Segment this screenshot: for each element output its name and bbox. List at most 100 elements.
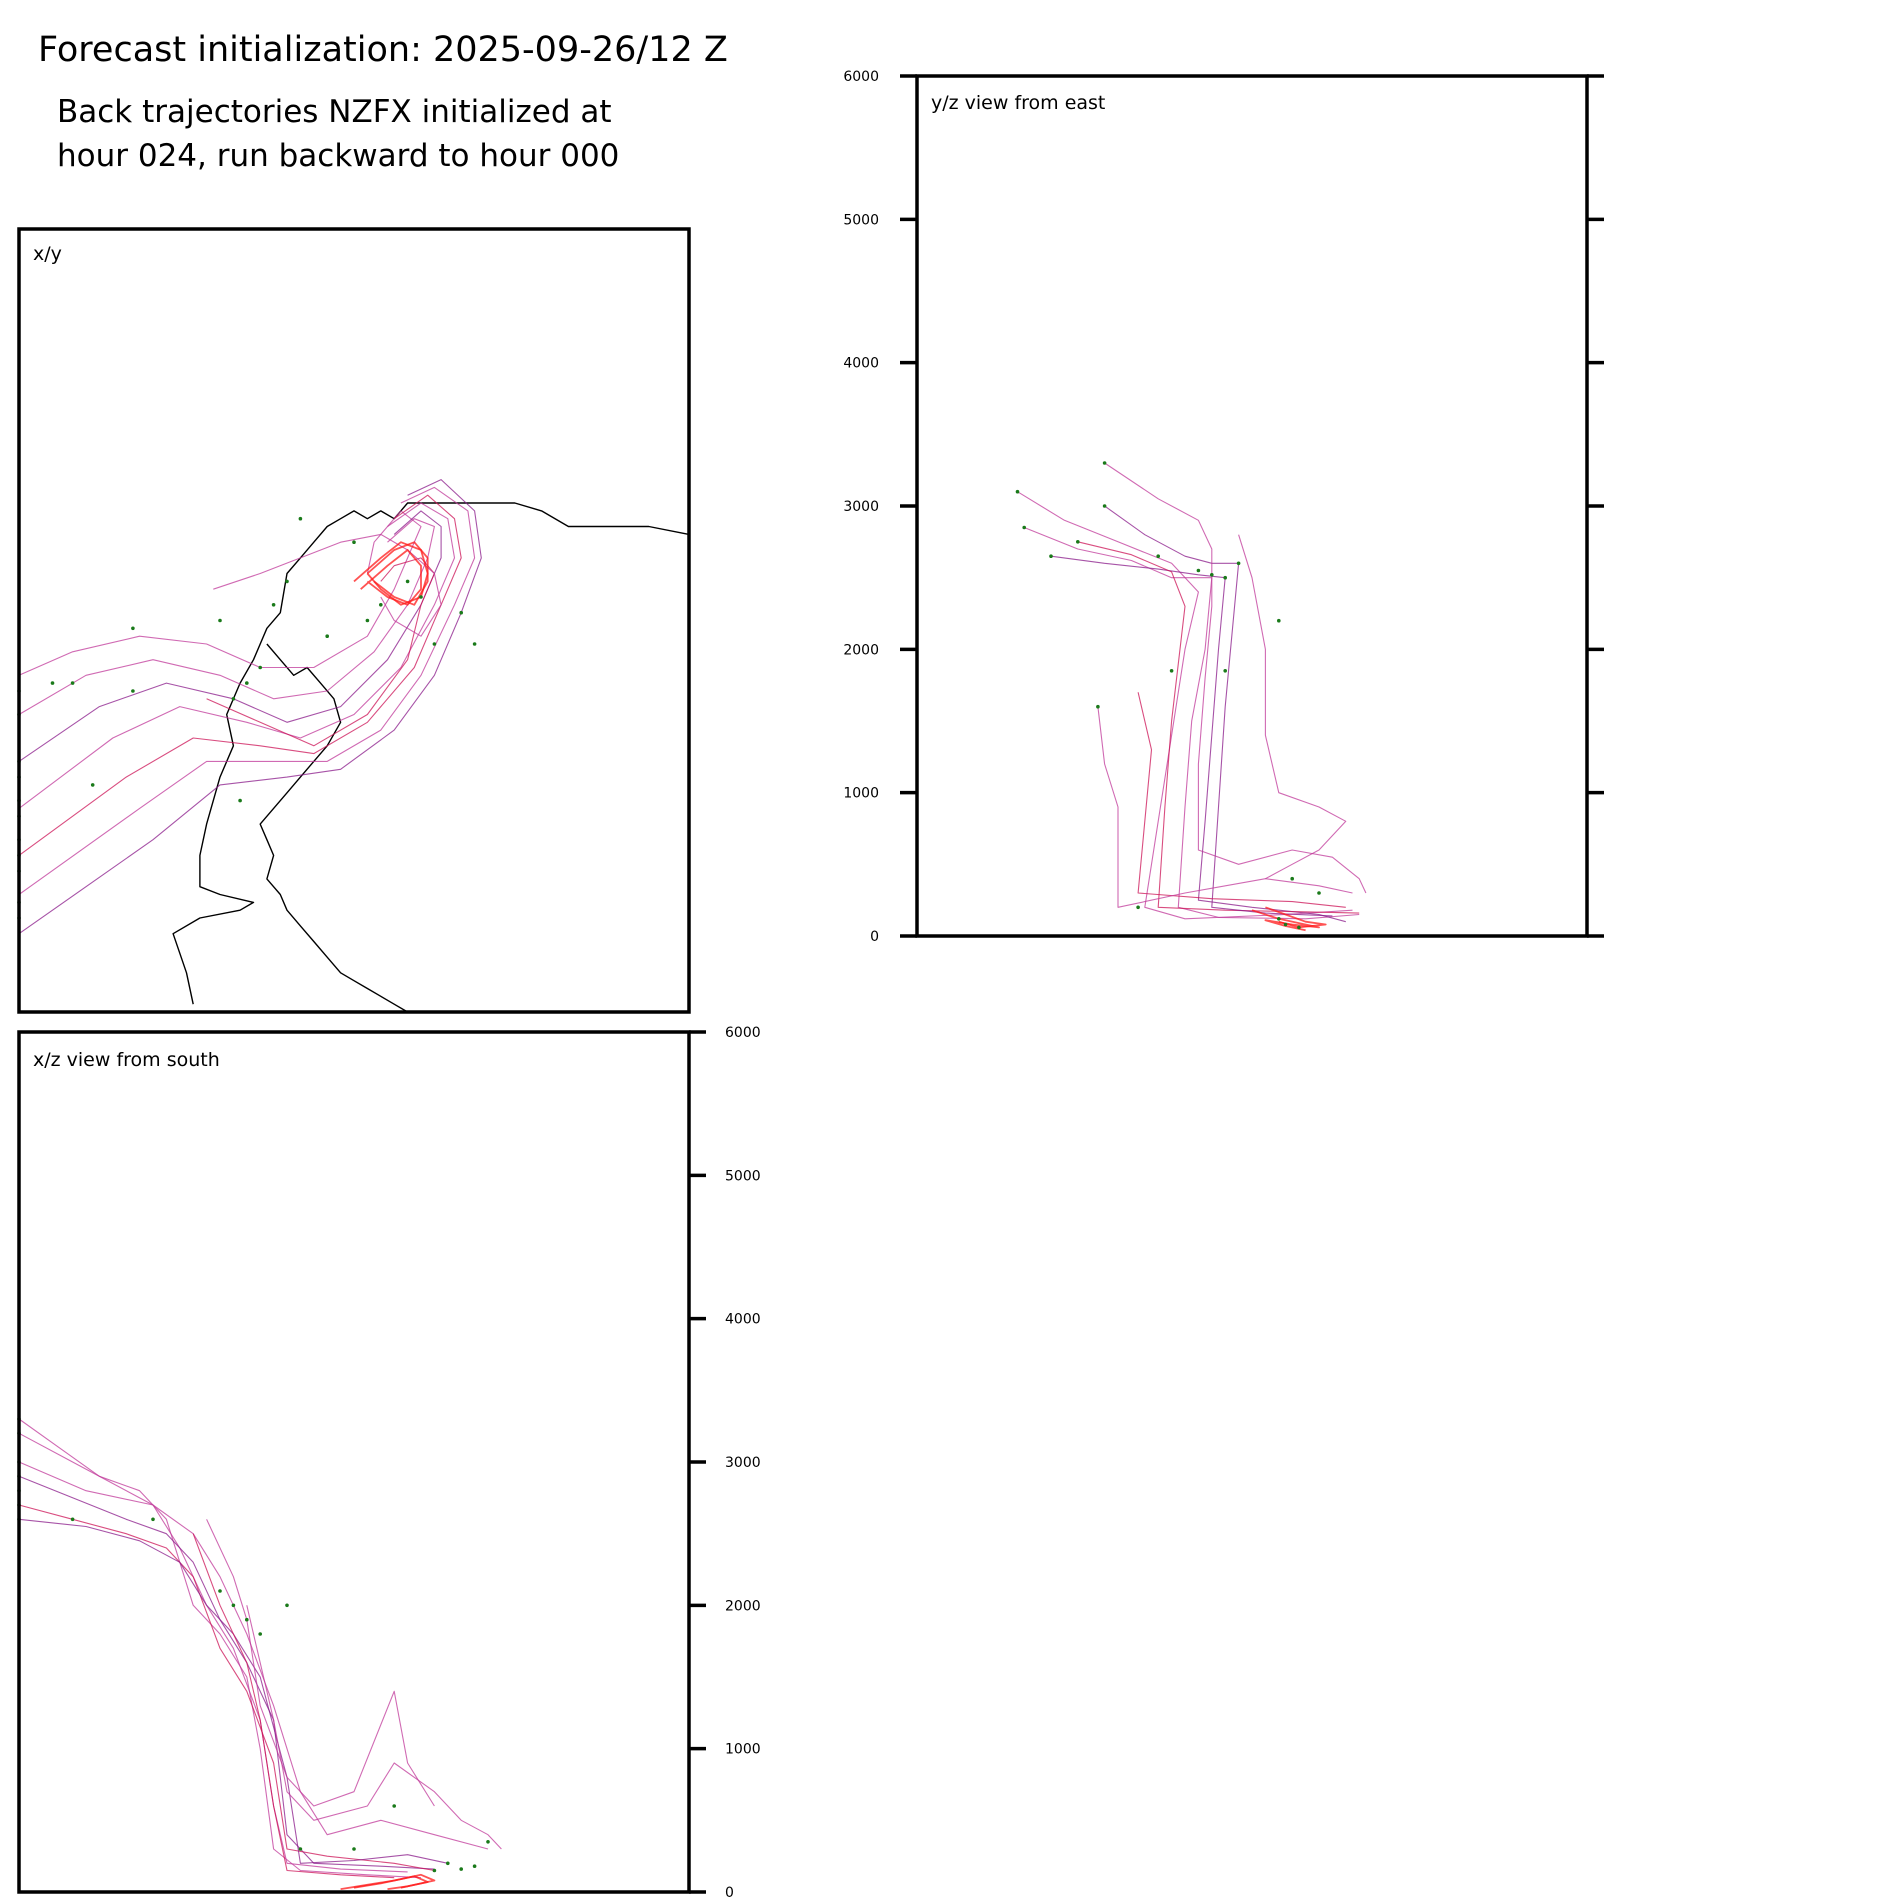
trajectory-marker	[50, 681, 55, 685]
trajectory-marker	[1076, 540, 1080, 544]
trajectory-marker	[1290, 876, 1294, 881]
trajectory-marker	[238, 798, 242, 803]
panel-label-yz: y/z view from east	[931, 92, 1105, 114]
trajectory-marker	[245, 681, 249, 685]
trajectory-marker	[1223, 669, 1227, 673]
trajectory-line-traj-12	[366, 541, 429, 606]
trajectory-marker	[446, 1861, 450, 1866]
trajectory-line-yz-5	[1104, 505, 1333, 917]
panel-xy-plan-view: x/y	[17, 227, 691, 1014]
trajectory-marker	[1236, 561, 1241, 566]
y-tick-label: 4000	[725, 1312, 761, 1328]
trajectory-line-traj-3	[18, 510, 442, 762]
trajectory-marker	[1210, 573, 1214, 577]
trajectory-marker	[231, 1603, 236, 1608]
y-tick-label: 0	[725, 1885, 734, 1900]
trajectory-line-traj-7	[18, 479, 482, 935]
y-tick-label: 5000	[843, 212, 879, 228]
trajectory-line-xz-2	[18, 1432, 408, 1873]
trajectory-marker	[459, 1867, 464, 1871]
trajectory-marker	[1317, 891, 1321, 895]
trajectory-marker	[1102, 461, 1107, 465]
trajectory-marker	[1169, 669, 1174, 673]
trajectory-line-xz-4	[18, 1504, 435, 1872]
trajectory-marker	[285, 1603, 289, 1608]
trajectory-marker	[352, 540, 356, 544]
panel-label-xz: x/z view from south	[33, 1049, 220, 1071]
trajectory-marker	[1277, 618, 1281, 623]
trajectory-marker	[231, 697, 236, 701]
trajectory-marker	[1223, 575, 1227, 580]
trajectory-marker	[70, 681, 75, 685]
trajectory-line-traj-5	[18, 494, 462, 856]
panel-xz-view-from-south: 0 1000 2000 3000 4000 5000 6000 x/z view from …	[17, 1025, 761, 1900]
trajectory-line-xz-11	[340, 1875, 429, 1890]
figure-subtitle: Back trajectories NZFX initialized at ho…	[57, 90, 619, 178]
trajectory-marker	[1102, 504, 1107, 508]
trajectory-line-yz-11	[1265, 906, 1327, 929]
trajectory-line-yz-7	[1238, 534, 1347, 880]
trajectory-marker	[419, 595, 423, 599]
trajectory-marker	[151, 1517, 155, 1522]
figure-title: Forecast initialization: 2025-09-26/12 Z	[38, 30, 728, 70]
trajectory-marker	[258, 1632, 263, 1636]
frame-xz	[17, 1030, 691, 1894]
trajectory-line-xz-6	[18, 1461, 489, 1850]
trajectory-marker	[405, 579, 410, 584]
trajectory-marker	[365, 618, 370, 623]
plot-area-yz	[1015, 461, 1367, 932]
trajectory-marker	[245, 1617, 249, 1622]
trajectory-line-traj-11	[360, 549, 422, 606]
trajectory-line-traj-2	[18, 518, 435, 715]
trajectory-marker	[459, 610, 464, 615]
trajectory-line-yz-8	[1137, 692, 1346, 908]
trajectory-line-yz-9	[1097, 706, 1353, 908]
trajectory-line-xz-3	[18, 1475, 435, 1870]
frame-yz	[915, 74, 1589, 938]
trajectory-marker	[1297, 925, 1301, 930]
trajectory-marker	[1136, 905, 1140, 910]
trajectory-marker	[131, 626, 135, 631]
trajectory-marker	[472, 1864, 477, 1868]
y-tick-label: 6000	[843, 69, 879, 85]
axis-ticks-xz: 0 1000 2000 3000 4000 5000 6000	[689, 1025, 761, 1900]
trajectory-line-traj-8	[206, 557, 435, 747]
frame-xy	[17, 227, 691, 1014]
y-tick-label: 2000	[843, 642, 879, 658]
trajectory-marker	[1277, 917, 1281, 921]
trajectory-line-yz-2	[1023, 526, 1360, 920]
trajectory-line-yz-3	[1050, 555, 1346, 923]
y-tick-label: 5000	[725, 1168, 761, 1184]
trajectory-line-xz-5	[18, 1518, 448, 1864]
trajectory-marker	[218, 618, 222, 623]
trajectory-marker	[90, 783, 95, 787]
y-tick-label: 3000	[843, 499, 879, 515]
panel-yz-view-from-east: 0 1000 2000 3000 4000 5000 6000 y/z view from …	[843, 69, 1604, 945]
trajectory-marker	[285, 579, 289, 584]
trajectory-marker	[1096, 704, 1100, 709]
coastline-coastline	[172, 502, 690, 1005]
trajectory-marker	[352, 1847, 356, 1851]
trajectory-line-traj-6	[18, 486, 476, 895]
trajectory-marker	[1015, 489, 1020, 494]
trajectory-marker	[432, 642, 437, 646]
y-tick-label: 1000	[725, 1742, 761, 1758]
trajectory-marker	[298, 516, 303, 521]
coastline-coastline-south	[259, 643, 408, 1013]
plot-area-xy	[17, 479, 690, 1013]
trajectory-marker	[486, 1840, 490, 1844]
trajectory-marker	[258, 665, 263, 670]
trajectory-marker	[1022, 525, 1026, 530]
trajectory-line-traj-4	[18, 502, 456, 809]
trajectory-marker	[1196, 568, 1201, 573]
trajectory-marker	[392, 1804, 397, 1808]
trajectory-line-xz-9	[206, 1519, 435, 1807]
y-tick-label: 1000	[843, 786, 879, 802]
trajectory-marker	[1283, 922, 1288, 927]
y-tick-label: 2000	[725, 1598, 761, 1614]
figure-subtitle-line2: hour 024, run backward to hour 000	[57, 138, 620, 174]
y-tick-label: 0	[870, 929, 879, 945]
y-tick-label: 4000	[843, 356, 879, 372]
y-tick-label: 6000	[725, 1025, 761, 1041]
